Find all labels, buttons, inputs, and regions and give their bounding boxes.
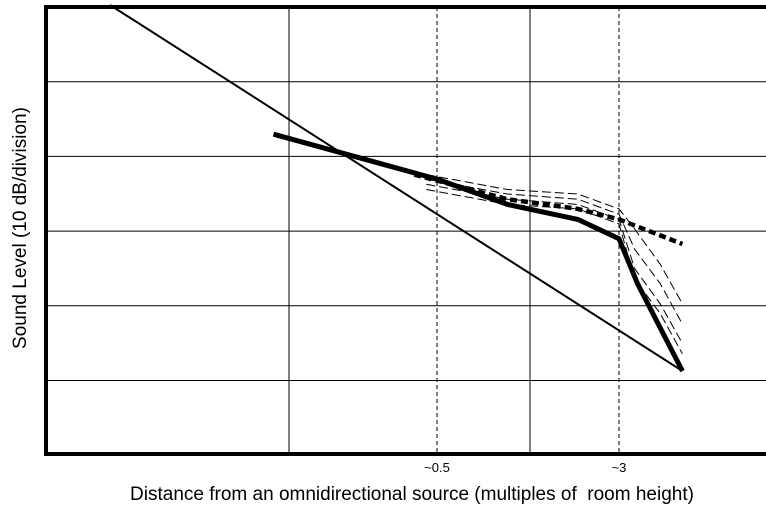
y-axis-label: Sound Level (10 dB/division): [10, 107, 31, 349]
series-line-1-solid-thick: [272, 131, 685, 373]
x-tick-label: ~0.5: [424, 460, 450, 475]
plot-frame: [44, 5, 766, 456]
grid: [46, 7, 766, 454]
series-line-3-dashed-thin: [426, 174, 683, 305]
series-line-4-dashed-thin: [426, 178, 683, 325]
series-line-6-dashed-thin: [426, 189, 683, 355]
series-line-0-solid-thin: [109, 4, 683, 372]
x-tick-labels: ~0.5 ~3: [424, 460, 626, 475]
reference-lines: [436, 7, 620, 454]
x-tick-label: ~3: [612, 460, 627, 475]
series-line-5-dashed-thin: [426, 183, 683, 344]
series-line-2-dashed-thick: [413, 172, 684, 247]
x-axis-label: Distance from an omnidirectional source …: [130, 484, 694, 505]
series-group: [109, 4, 685, 373]
